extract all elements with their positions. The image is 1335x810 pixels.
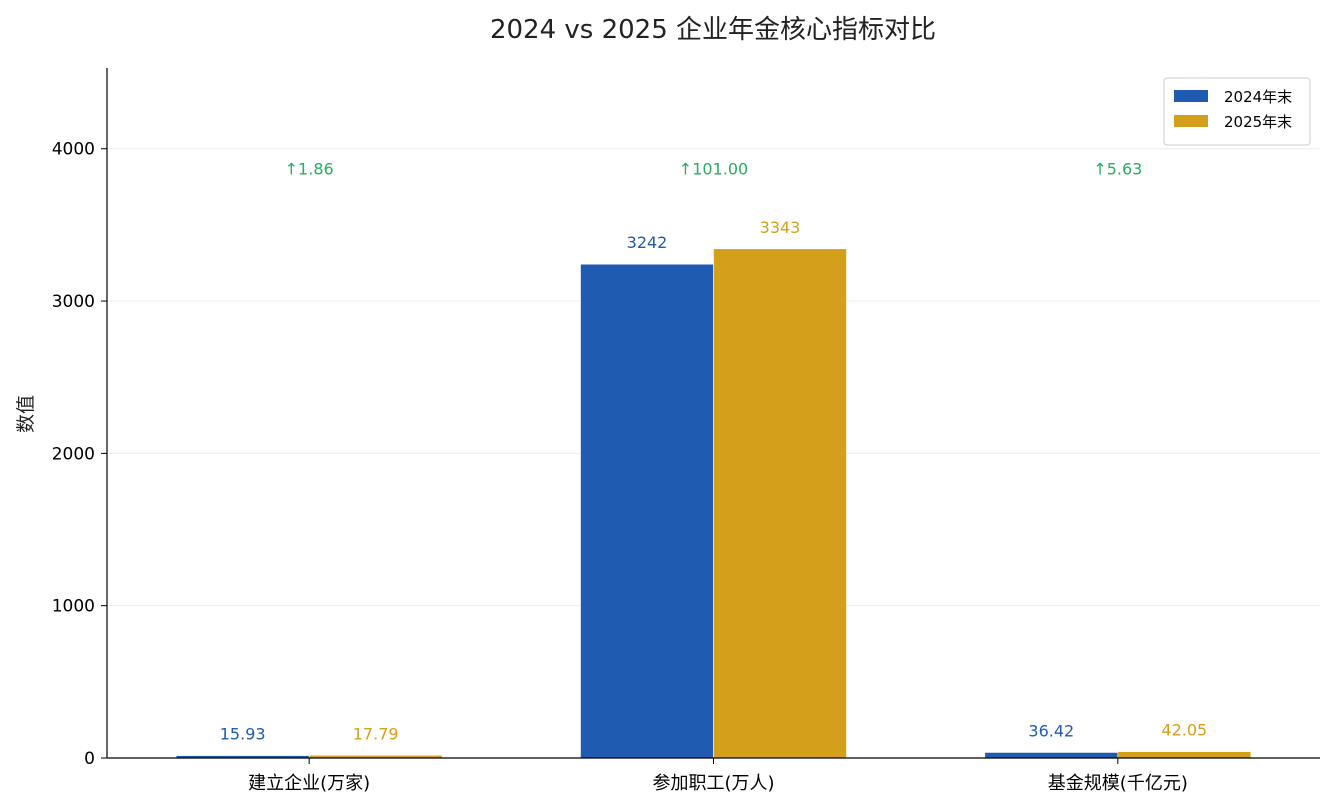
data-labels: 15.93 17.79 ↑1.86 3242 3343 ↑101.00 36.42 42.05… bbox=[220, 160, 1207, 744]
y-tick-label: 3000 bbox=[52, 292, 95, 312]
legend-swatch bbox=[1174, 115, 1208, 127]
legend: 2024年末 2025年末 bbox=[1163, 77, 1311, 146]
difference-label: ↑5.63 bbox=[1093, 160, 1142, 179]
bar bbox=[580, 263, 714, 759]
difference-label: ↑1.86 bbox=[285, 160, 334, 179]
axes: 0 1000 2000 3000 4000 建立企业(万家) 参加职工(万人) 基金规模(千亿… bbox=[52, 68, 1320, 794]
bar-value-label: 3242 bbox=[627, 233, 668, 252]
bar-value-label: 42.05 bbox=[1161, 721, 1207, 740]
bar-value-label: 17.79 bbox=[353, 724, 399, 743]
y-tick-label: 1000 bbox=[52, 597, 95, 617]
chart-title: 2024 vs 2025 企业年金核心指标对比 bbox=[490, 15, 936, 45]
bar bbox=[1117, 751, 1252, 759]
bar-value-label: 15.93 bbox=[220, 725, 266, 744]
bars bbox=[175, 248, 1252, 759]
legend-entry: 2024年末 bbox=[1224, 88, 1292, 106]
x-tick-label: 建立企业(万家) bbox=[248, 773, 370, 794]
y-tick-label: 2000 bbox=[52, 444, 95, 464]
x-tick-label: 参加职工(万人) bbox=[652, 773, 774, 794]
y-axis-label: 数值 bbox=[15, 395, 37, 433]
legend-swatch bbox=[1174, 90, 1208, 102]
bar bbox=[984, 752, 1119, 759]
y-tick-label: 0 bbox=[84, 749, 95, 769]
x-tick-label: 基金规模(千亿元) bbox=[1048, 773, 1188, 794]
bar bbox=[713, 248, 847, 759]
bar-value-label: 3343 bbox=[760, 218, 801, 237]
bar-value-label: 36.42 bbox=[1028, 721, 1074, 740]
y-tick-label: 4000 bbox=[52, 140, 95, 160]
legend-entry: 2025年末 bbox=[1224, 113, 1292, 131]
difference-label: ↑101.00 bbox=[679, 160, 748, 179]
